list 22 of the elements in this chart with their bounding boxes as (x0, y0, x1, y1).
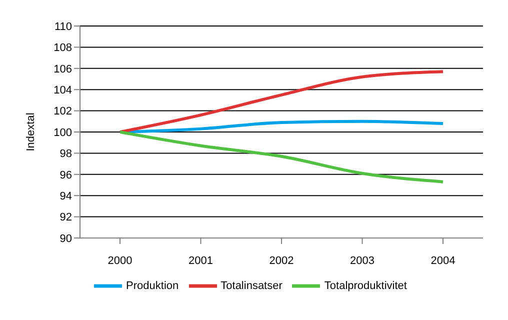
y-tick-label: 92 (60, 212, 72, 224)
x-tick-label: 2002 (269, 254, 294, 267)
y-tick-label: 100 (54, 126, 72, 139)
y-tick-label: 102 (54, 106, 72, 118)
legend-label: Totalproduktivitet (324, 280, 407, 292)
line-series (118, 130, 444, 184)
y-tick-label: 108 (54, 42, 72, 54)
legend-label: Totalinsatser (220, 280, 282, 292)
y-tick-label: 110 (54, 20, 72, 33)
x-tick-label: 2000 (108, 254, 132, 267)
y-tick-label: 96 (60, 169, 72, 182)
line-series (118, 70, 444, 134)
y-axis-title: Indextal (24, 112, 37, 152)
y-tick-label: 98 (60, 148, 72, 160)
y-tick-label: 90 (60, 232, 72, 245)
x-tick-label: 2001 (188, 254, 213, 267)
y-tick-label: 94 (60, 190, 72, 203)
legend-label: Produktion (126, 280, 179, 292)
y-tick-label: 106 (54, 63, 72, 76)
x-tick-label: 2004 (430, 254, 456, 267)
y-tick-label: 104 (54, 84, 72, 97)
x-tick-label: 2003 (350, 254, 374, 267)
